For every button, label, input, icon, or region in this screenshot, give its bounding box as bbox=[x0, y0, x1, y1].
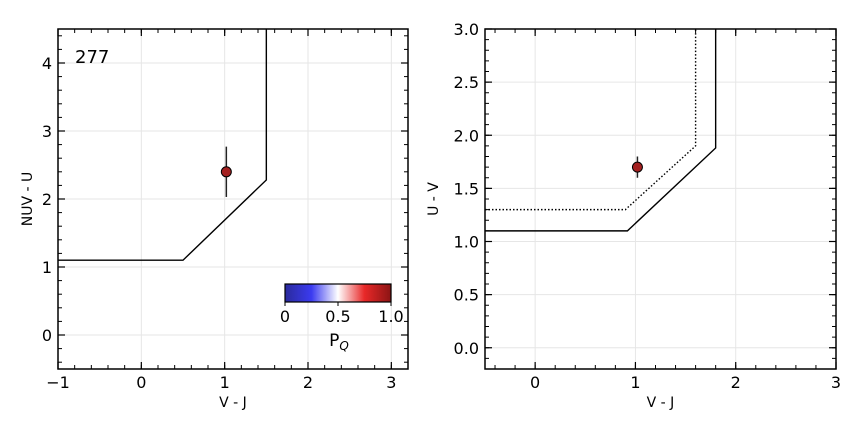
y-tick-label: 0 bbox=[42, 326, 52, 345]
selection-boundary bbox=[58, 29, 268, 261]
colorbar-label: PQ bbox=[329, 331, 349, 353]
plot-frame bbox=[57, 28, 409, 370]
colorbar-tick-label: 0 bbox=[280, 307, 290, 326]
x-tick-label: 3 bbox=[831, 373, 841, 392]
x-tick-label: 1 bbox=[220, 373, 230, 392]
y-axis-label: U - V bbox=[426, 182, 442, 216]
y-tick-label: 2 bbox=[42, 190, 52, 209]
y-tick-label: 3 bbox=[42, 122, 52, 141]
grid bbox=[57, 29, 408, 369]
y-tick-label: 3.0 bbox=[454, 20, 479, 39]
boundary-solid bbox=[485, 29, 717, 232]
x-axis-label: V - J bbox=[219, 395, 247, 411]
y-tick-label: 0.0 bbox=[454, 339, 479, 358]
x-tick-label: 2 bbox=[731, 373, 741, 392]
colorbar-tick-label: 1.0 bbox=[378, 307, 403, 326]
x-tick-label: −1 bbox=[46, 373, 70, 392]
colorbar-gradient bbox=[284, 283, 392, 303]
data-points bbox=[220, 146, 232, 197]
boundary-dotted bbox=[485, 29, 697, 211]
object-id-annotation: 277 bbox=[75, 47, 109, 68]
x-axis-label: V - J bbox=[647, 395, 675, 411]
y-axis-label: NUV - U bbox=[20, 172, 36, 227]
boundary-solid bbox=[58, 29, 268, 261]
data-point bbox=[220, 166, 232, 178]
y-tick-label: 2.5 bbox=[454, 73, 479, 92]
y-tick-label: 2.0 bbox=[454, 126, 479, 145]
x-tick-label: 0 bbox=[530, 373, 540, 392]
axis-ticks: 0 1 2 3 0.0 0.5 1.0 1.5 2.0 2.5 3.0 bbox=[454, 20, 842, 392]
y-tick-label: 1 bbox=[42, 258, 52, 277]
y-tick-label: 4 bbox=[42, 54, 52, 73]
data-points bbox=[631, 156, 643, 178]
right-panel: 0 1 2 3 0.0 0.5 1.0 1.5 2.0 2.5 3.0 V - J U - V bbox=[426, 20, 841, 411]
y-tick-label: 1.0 bbox=[454, 233, 479, 252]
plot-frame bbox=[484, 28, 837, 370]
colorbar-label-subscript: Q bbox=[339, 339, 348, 353]
colorbar-ticks: 0 0.5 1.0 bbox=[280, 302, 404, 326]
x-tick-label: 1 bbox=[630, 373, 640, 392]
y-tick-label: 0.5 bbox=[454, 286, 479, 305]
y-tick-label: 1.5 bbox=[454, 179, 479, 198]
x-tick-label: 2 bbox=[303, 373, 313, 392]
colorbar-tick-label: 0.5 bbox=[325, 307, 350, 326]
x-tick-label: 0 bbox=[136, 373, 146, 392]
data-point bbox=[631, 161, 643, 173]
x-tick-label: 3 bbox=[386, 373, 396, 392]
left-panel: −1 0 1 2 3 0 1 2 3 4 277 V - J NUV - U 0 0.5 1.0 PQ bbox=[20, 28, 409, 411]
selection-boundary bbox=[485, 29, 717, 232]
colorbar: 0 0.5 1.0 PQ bbox=[280, 283, 404, 353]
colorbar-label-main: P bbox=[329, 331, 339, 351]
